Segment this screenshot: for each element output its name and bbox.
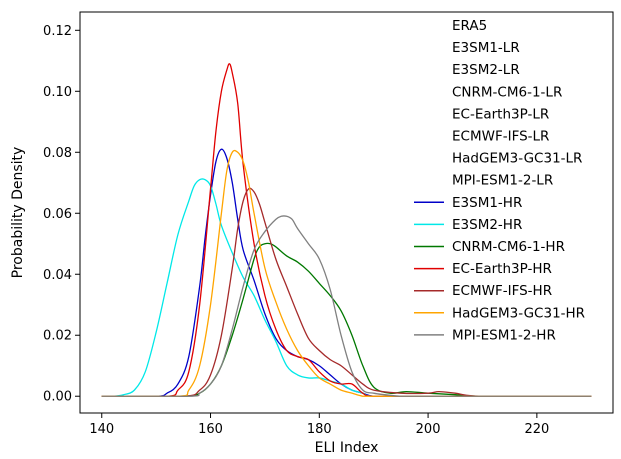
legend-label: ERA5 bbox=[452, 18, 487, 34]
x-tick-label: 200 bbox=[416, 422, 441, 437]
legend-label: HadGEM3-GC31-HR bbox=[452, 305, 585, 321]
legend-label: ECMWF-IFS-HR bbox=[452, 283, 552, 299]
y-tick-label: 0.06 bbox=[43, 207, 72, 222]
series-line-mpi-esm1-2-hr bbox=[101, 215, 592, 397]
legend-label: MPI-ESM1-2-LR bbox=[452, 173, 553, 189]
legend-label: E3SM2-HR bbox=[452, 217, 522, 233]
series-line-ec-earth3p-hr bbox=[101, 63, 592, 397]
x-axis: 140 160 180 200 220 bbox=[89, 413, 549, 437]
legend-label: HadGEM3-GC31-LR bbox=[452, 151, 582, 167]
series-line-hadgem3-gc31-hr bbox=[101, 149, 592, 397]
y-tick-label: 0.08 bbox=[43, 146, 72, 161]
x-axis-label: ELI Index bbox=[315, 440, 379, 456]
y-axis-label: Probability Density bbox=[10, 147, 26, 279]
legend-label: ECMWF-IFS-LR bbox=[452, 129, 549, 145]
legend: ERA5 E3SM1-LR E3SM2-LR CNRM-CM6-1-LR EC-Eart… bbox=[414, 18, 585, 343]
legend-label: E3SM1-HR bbox=[452, 195, 522, 211]
legend-label: EC-Earth3P-HR bbox=[452, 261, 552, 277]
x-tick-label: 220 bbox=[524, 422, 549, 437]
y-tick-label: 0.04 bbox=[43, 268, 72, 283]
x-tick-label: 180 bbox=[307, 422, 332, 437]
y-tick-label: 0.12 bbox=[43, 24, 72, 39]
legend-label: MPI-ESM1-2-HR bbox=[452, 327, 556, 343]
legend-label: EC-Earth3P-LR bbox=[452, 106, 549, 122]
x-tick-label: 160 bbox=[198, 422, 223, 437]
y-tick-label: 0.10 bbox=[43, 85, 72, 100]
plot-frame bbox=[79, 11, 614, 414]
series-line-e3sm2-hr bbox=[101, 178, 592, 397]
series-line-ecmwf-ifs-hr bbox=[101, 187, 592, 397]
legend-label: CNRM-CM6-1-HR bbox=[452, 239, 565, 255]
legend-label: E3SM2-LR bbox=[452, 62, 520, 78]
x-tick-label: 140 bbox=[89, 422, 114, 437]
y-tick-label: 0.00 bbox=[43, 390, 72, 405]
plot-lines bbox=[101, 63, 592, 397]
y-tick-label: 0.02 bbox=[43, 329, 72, 344]
legend-label: E3SM1-LR bbox=[452, 40, 520, 56]
legend-label: CNRM-CM6-1-LR bbox=[452, 84, 562, 100]
y-axis: 0.00 0.02 0.04 0.06 0.08 0.10 0.12 bbox=[43, 24, 80, 405]
